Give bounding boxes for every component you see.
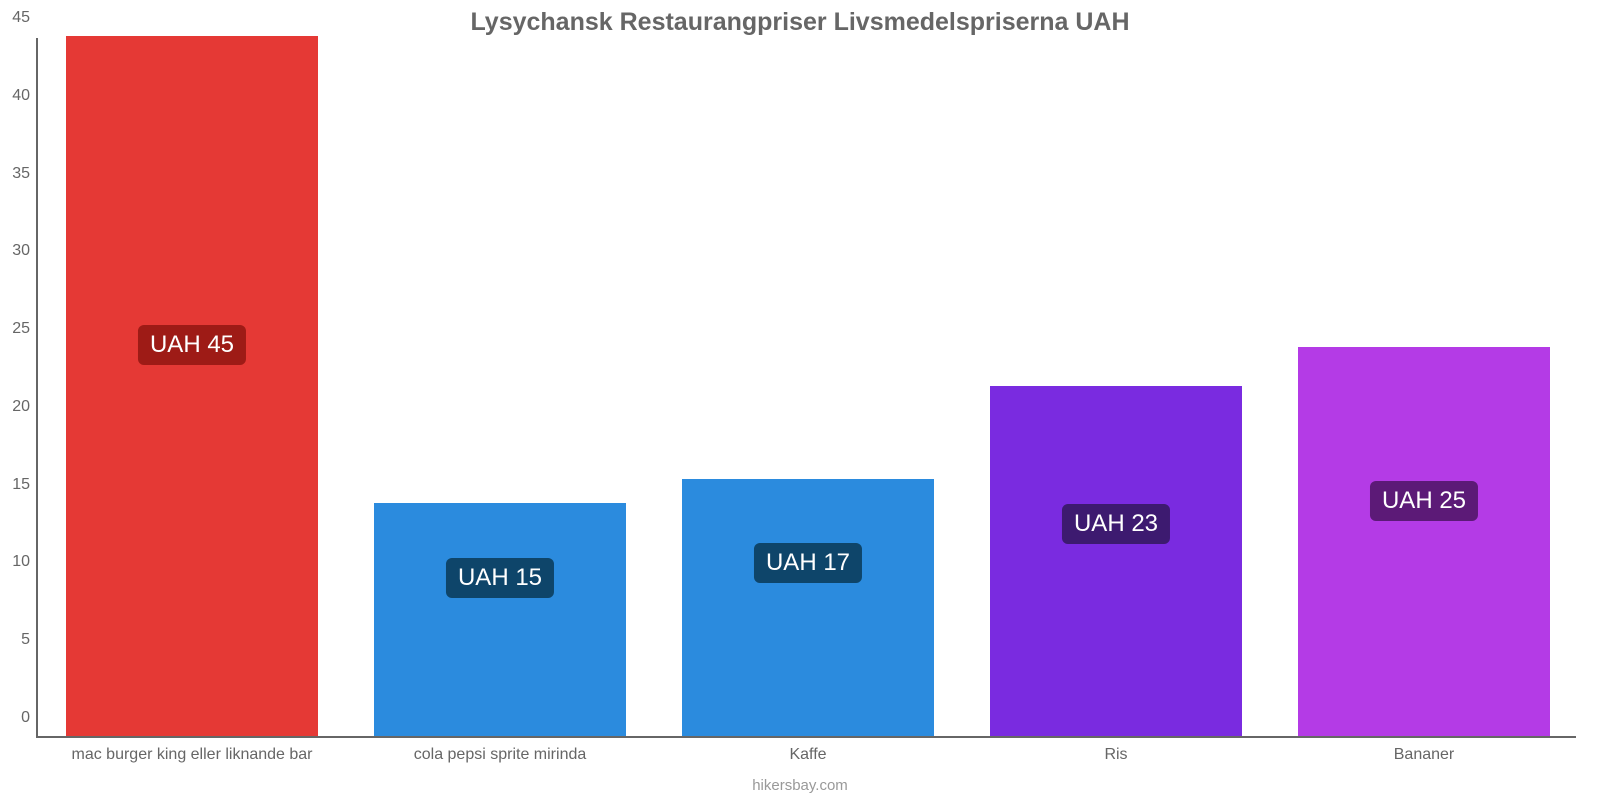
bars-layer: UAH 45mac burger king eller liknande bar… — [38, 38, 1576, 736]
x-tick-label: Ris — [1104, 746, 1127, 764]
y-tick-label: 45 — [12, 9, 30, 27]
y-tick-label: 10 — [12, 553, 30, 571]
y-tick-label: 0 — [21, 709, 30, 727]
bar-value-label: UAH 15 — [446, 558, 554, 598]
plot-area: UAH 45mac burger king eller liknande bar… — [36, 38, 1576, 738]
chart-title: Lysychansk Restaurangpriser Livsmedelspr… — [0, 8, 1600, 37]
x-tick-label: Bananer — [1394, 746, 1455, 764]
bar-slot: UAH 15cola pepsi sprite mirinda — [346, 38, 654, 736]
y-tick-label: 20 — [12, 398, 30, 416]
y-tick-label: 25 — [12, 320, 30, 338]
y-tick-label: 5 — [21, 631, 30, 649]
bar — [66, 36, 319, 736]
y-tick-label: 15 — [12, 476, 30, 494]
y-tick-label: 40 — [12, 87, 30, 105]
bar — [990, 386, 1243, 736]
bar-value-label: UAH 25 — [1370, 481, 1478, 521]
bar — [682, 479, 935, 736]
bar-value-label: UAH 17 — [754, 543, 862, 583]
x-tick-label: mac burger king eller liknande bar — [71, 746, 312, 764]
bar — [374, 503, 627, 736]
bar-value-label: UAH 45 — [138, 325, 246, 365]
x-tick-label: cola pepsi sprite mirinda — [414, 746, 587, 764]
bar-slot: UAH 23Ris — [962, 38, 1270, 736]
attribution-text: hikersbay.com — [0, 777, 1600, 794]
bar-slot: UAH 25Bananer — [1270, 38, 1578, 736]
y-tick-label: 30 — [12, 242, 30, 260]
x-tick-label: Kaffe — [789, 746, 826, 764]
bar — [1298, 347, 1551, 736]
bar-value-label: UAH 23 — [1062, 504, 1170, 544]
bar-slot: UAH 17Kaffe — [654, 38, 962, 736]
y-tick-label: 35 — [12, 165, 30, 183]
bar-slot: UAH 45mac burger king eller liknande bar — [38, 38, 346, 736]
price-bar-chart: Lysychansk Restaurangpriser Livsmedelspr… — [0, 0, 1600, 800]
